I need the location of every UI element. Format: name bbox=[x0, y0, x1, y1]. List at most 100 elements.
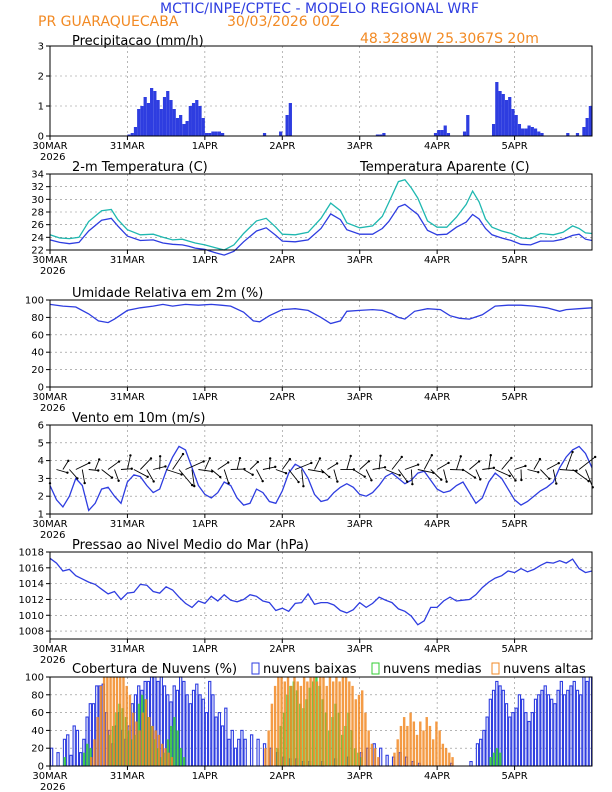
wind-arrow-head bbox=[83, 481, 86, 485]
cloud-bar-baixas bbox=[75, 729, 80, 767]
cloud-bar-baixas bbox=[524, 712, 528, 767]
cloud-bar-altas bbox=[425, 717, 428, 766]
xtick-label: 3APR bbox=[347, 141, 373, 152]
xtick-label: 31MAR bbox=[110, 141, 145, 152]
wind-arrow-shaft bbox=[346, 455, 352, 470]
precip-bar bbox=[220, 133, 225, 136]
ytick-label: 30 bbox=[31, 195, 44, 206]
cloud-bar-altas bbox=[293, 677, 296, 766]
ytick-label: 20 bbox=[31, 365, 44, 376]
precip-bar bbox=[495, 82, 499, 136]
wind-arrow-head bbox=[180, 473, 183, 476]
wind-arrow-head bbox=[129, 454, 132, 457]
wind-arrow-head bbox=[335, 462, 339, 465]
wind-arrow bbox=[327, 462, 339, 470]
wind-arrow-shaft bbox=[320, 469, 330, 478]
ytick-label: 5 bbox=[38, 438, 44, 449]
xtick-label: 30MAR bbox=[32, 141, 67, 152]
precip-bar bbox=[437, 130, 441, 136]
wind-arrow bbox=[146, 469, 155, 483]
cloud-bar-altas bbox=[128, 694, 132, 766]
precip-bar bbox=[511, 109, 515, 136]
wind-arrow-head bbox=[349, 454, 352, 458]
precip-bar bbox=[162, 97, 167, 136]
wind-arrow-head bbox=[238, 456, 242, 460]
xtick-label: 30MAR bbox=[32, 644, 67, 655]
precip-bar bbox=[582, 127, 586, 136]
precip-bar bbox=[198, 106, 202, 136]
wind-arrow-shaft bbox=[430, 469, 442, 481]
ytick-label: 0 bbox=[38, 762, 44, 773]
cloud-bar-baixas bbox=[482, 729, 486, 767]
cloud-bar-altas bbox=[341, 677, 345, 766]
wind-arrow bbox=[120, 467, 133, 470]
wind-arrow bbox=[114, 469, 120, 482]
cloud-bar-altas bbox=[422, 730, 425, 766]
panel-title: Pressao ao Nivel Medio do Mar (hPa) bbox=[72, 538, 309, 553]
ytick-label: 6 bbox=[38, 421, 44, 432]
wind-arrow-shaft bbox=[456, 456, 462, 470]
precip-bar bbox=[501, 94, 505, 136]
cloud-bar-baixas bbox=[211, 694, 215, 767]
cloud-bar-altas bbox=[280, 677, 283, 766]
cloud-bar-medias bbox=[82, 752, 86, 766]
cloud-bar-baixas bbox=[504, 703, 509, 767]
cloud-bar-baixas bbox=[249, 734, 254, 767]
header-location: PR GUARAQUECABA bbox=[38, 14, 179, 30]
cloud-bar-altas bbox=[409, 712, 412, 766]
precip-bar bbox=[195, 100, 199, 136]
xtick-year: 2026 bbox=[40, 782, 65, 792]
cloud-bar-medias bbox=[86, 743, 89, 766]
cloud-bar-baixas bbox=[208, 680, 212, 767]
precip-bar bbox=[208, 133, 212, 136]
precip-bar bbox=[466, 115, 470, 136]
wind-arrow bbox=[436, 461, 450, 470]
cloud-bar-baixas bbox=[237, 738, 241, 767]
wind-arrow bbox=[107, 460, 121, 470]
legend-swatch bbox=[251, 662, 260, 675]
cloud-bar-baixas bbox=[56, 752, 60, 767]
wind-arrow-shaft bbox=[359, 460, 370, 470]
wind-arrow-head bbox=[219, 475, 222, 479]
cloud-bar-baixas bbox=[185, 694, 189, 767]
xtick-label: 31MAR bbox=[110, 392, 145, 403]
cloud-bar-altas bbox=[138, 730, 141, 766]
ytick-label: 1018 bbox=[19, 548, 44, 559]
precip-bar bbox=[446, 133, 451, 136]
wind-arrow-shaft bbox=[572, 469, 589, 482]
cloud-bar-altas bbox=[131, 712, 135, 766]
precip-bar bbox=[504, 100, 509, 136]
wind-arrow-shaft bbox=[333, 469, 338, 482]
ytick-label: 1008 bbox=[19, 627, 44, 638]
xtick-label: 4APR bbox=[424, 519, 450, 530]
cloud-bar-altas bbox=[312, 677, 316, 766]
wind-arrow-head bbox=[537, 470, 540, 474]
cloud-bar-baixas bbox=[501, 689, 505, 767]
xtick-label: 5APR bbox=[501, 771, 527, 782]
wind-arrow-shaft bbox=[314, 458, 321, 470]
cloud-bar-medias bbox=[495, 748, 499, 766]
xtick-label: 3APR bbox=[347, 519, 373, 530]
wind-arrow-head bbox=[164, 465, 167, 468]
wind-arrow-shaft bbox=[88, 469, 99, 471]
cloud-bar-altas bbox=[96, 717, 99, 766]
cloud-bar-baixas bbox=[559, 680, 564, 767]
wind-arrow-head bbox=[318, 457, 322, 460]
cloud-bar-baixas bbox=[227, 738, 231, 767]
wind-arrow-shaft bbox=[204, 458, 211, 470]
xtick-label: 31MAR bbox=[110, 255, 145, 266]
wind-arrow-head bbox=[251, 473, 254, 476]
xtick-label: 1APR bbox=[192, 141, 218, 152]
wind-arrow-shaft bbox=[398, 469, 408, 482]
cloud-bar-altas bbox=[277, 677, 280, 766]
cloud-bar-altas bbox=[377, 757, 380, 766]
wind-arrow bbox=[236, 456, 242, 470]
precip-bar bbox=[127, 134, 131, 136]
cloud-bar-baixas bbox=[243, 738, 247, 767]
wind-arrow-head bbox=[489, 454, 492, 457]
wind-arrow bbox=[320, 469, 331, 479]
series-line-temp-0 bbox=[49, 203, 593, 256]
wind-arrow bbox=[423, 453, 434, 470]
cloud-bar-altas bbox=[357, 694, 361, 766]
